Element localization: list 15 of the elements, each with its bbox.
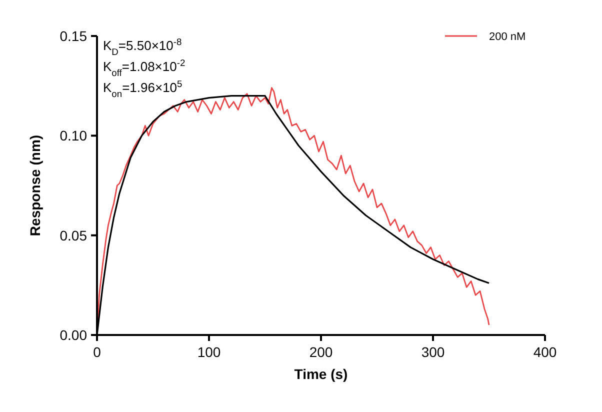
x-tick-label: 200 xyxy=(309,344,333,360)
legend-label: 200 nM xyxy=(489,31,526,43)
x-tick-label: 100 xyxy=(197,344,221,360)
x-axis-title: Time (s) xyxy=(294,366,348,382)
y-axis-title: Response (nm) xyxy=(27,134,43,236)
annotation: K$_{D}$=5.50×10$^{-8}$ xyxy=(103,37,182,57)
y-tick-label: 0.00 xyxy=(60,327,88,343)
x-tick-label: 400 xyxy=(533,344,557,360)
x-tick-label: 300 xyxy=(421,344,445,360)
y-tick-label: 0.15 xyxy=(60,28,88,44)
y-tick-label: 0.05 xyxy=(60,227,88,244)
y-tick-label: 0.10 xyxy=(60,128,88,144)
annotation: K$_{on}$=1.96×10$^{5}$ xyxy=(103,79,182,99)
x-tick-label: 0 xyxy=(93,344,102,360)
annotation: K$_{off}$=1.08×10$^{-2}$ xyxy=(103,58,186,78)
